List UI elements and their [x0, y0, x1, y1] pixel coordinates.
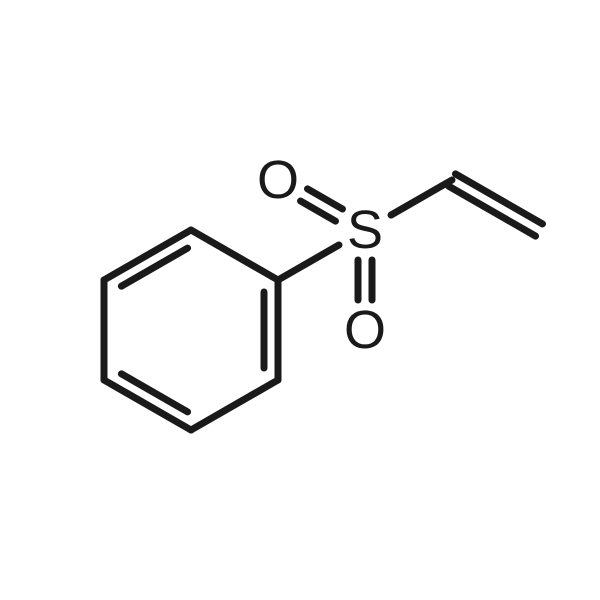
bonds-group	[104, 174, 542, 430]
atom-label-s: S	[347, 200, 383, 260]
atom-label-o2: O	[344, 300, 386, 360]
atom-label-o1: O	[257, 150, 299, 210]
molecule-diagram: SO O	[0, 0, 600, 600]
